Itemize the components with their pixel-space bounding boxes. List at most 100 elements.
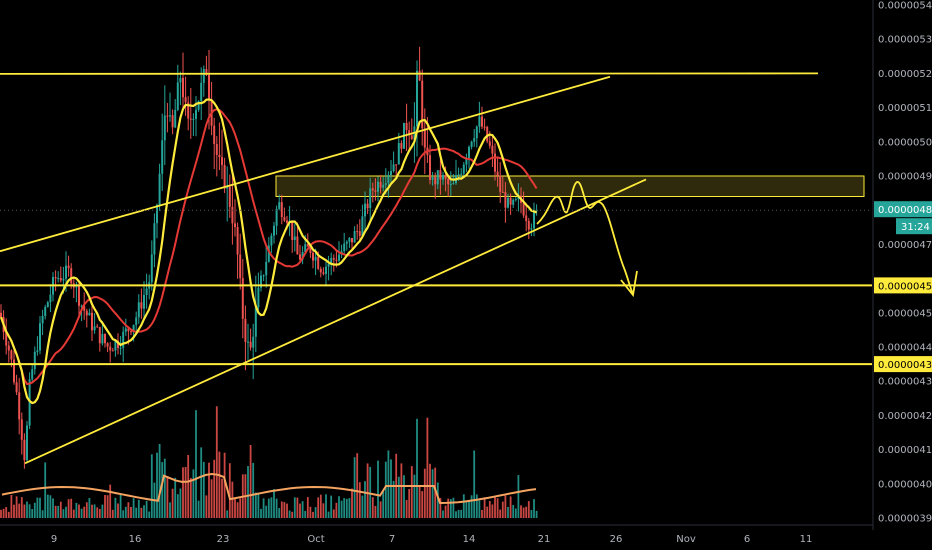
volume-bar [195, 410, 197, 518]
volume-bar [252, 462, 255, 518]
volume-bar [176, 494, 179, 518]
volume-bar [345, 498, 348, 518]
candle-body [286, 220, 288, 223]
volume-bar [400, 463, 403, 518]
candle-body [486, 126, 489, 142]
candle-body [374, 190, 377, 192]
candle-body [447, 178, 450, 185]
time-axis[interactable]: 9 16 23 Oct 7 14 21 26 Nov 6 11 [0, 524, 873, 545]
candle-body [379, 181, 382, 188]
volume-bar [364, 481, 366, 518]
volume-bar [249, 445, 252, 518]
volume-bar [296, 497, 299, 518]
candle-body [423, 128, 426, 148]
candle-body [434, 177, 437, 185]
candle-body [514, 199, 517, 201]
volume-bar [335, 502, 338, 518]
candle-body [192, 118, 195, 120]
candle-body [150, 254, 153, 283]
volume-bar [361, 495, 364, 518]
candle-body [273, 225, 275, 236]
volume-bar [7, 511, 10, 518]
volume-bar [0, 509, 2, 518]
candle-body [20, 419, 23, 440]
volume-bar [403, 475, 405, 518]
volume-bar [442, 510, 444, 518]
level-price-tag [874, 356, 932, 373]
candle-body [512, 199, 515, 205]
candle-body [213, 125, 216, 144]
time-tick-label: 16 [129, 534, 142, 545]
volume-bar [78, 504, 80, 518]
candle-body [501, 191, 504, 193]
candle-body [429, 155, 431, 180]
volume-bar [509, 496, 512, 518]
volume-bar [452, 497, 455, 518]
volume-bar [143, 505, 145, 518]
volume-bar [507, 507, 509, 518]
volume-bar [130, 507, 132, 518]
candle-body [452, 183, 455, 185]
volume-bar [499, 509, 502, 518]
candle-body [187, 102, 190, 119]
volume-bar [221, 478, 223, 518]
volume-moving-average [1, 472, 537, 505]
candle-body [460, 173, 463, 175]
resistance-zone[interactable] [275, 175, 865, 197]
candle-body [10, 350, 13, 360]
volume-bar [46, 494, 49, 518]
time-tick-label: 14 [463, 534, 476, 545]
volume-bar [197, 500, 200, 518]
candle-body [494, 153, 496, 172]
volume-bar [192, 469, 195, 518]
candle-body [179, 77, 182, 83]
candle-body [13, 359, 15, 383]
candle-body [54, 277, 57, 279]
volume-bar [41, 510, 44, 518]
candle-body [470, 141, 473, 147]
trendline-drawing-layer[interactable] [0, 72, 872, 465]
volume-bar [275, 498, 278, 518]
candle-body [491, 145, 494, 154]
volume-bar [293, 497, 296, 518]
volume-bar [278, 508, 281, 518]
candle-body [31, 369, 34, 380]
volume-bar [358, 482, 361, 518]
volume-bar [351, 488, 353, 518]
volume-bar [39, 497, 41, 518]
candle-body [85, 310, 88, 316]
candle-body [343, 243, 346, 252]
volume-bar [514, 508, 517, 518]
volume-bar [124, 506, 127, 518]
volume-bar [85, 502, 88, 518]
volume-bar [522, 507, 525, 518]
candle-body [182, 77, 184, 98]
candle-body [140, 302, 143, 309]
candle-body [161, 140, 164, 174]
volume-bar [304, 510, 307, 518]
candle-body [5, 332, 8, 346]
candle-body [124, 328, 127, 332]
candle-body [218, 154, 221, 157]
time-tick-label: Nov [676, 534, 696, 545]
volume-bar [332, 509, 335, 518]
projection-arrow-head [620, 270, 638, 298]
volume-bar [408, 489, 411, 518]
candle-body [291, 220, 294, 240]
candle-body [319, 268, 322, 273]
volume-bar [356, 453, 359, 518]
candle-body [257, 287, 260, 308]
candle-body [382, 184, 385, 188]
volume-bar [93, 504, 96, 518]
volume-bar [208, 462, 210, 518]
volume-bar [265, 505, 268, 518]
candle-body [101, 334, 104, 344]
candle-body [327, 263, 330, 267]
